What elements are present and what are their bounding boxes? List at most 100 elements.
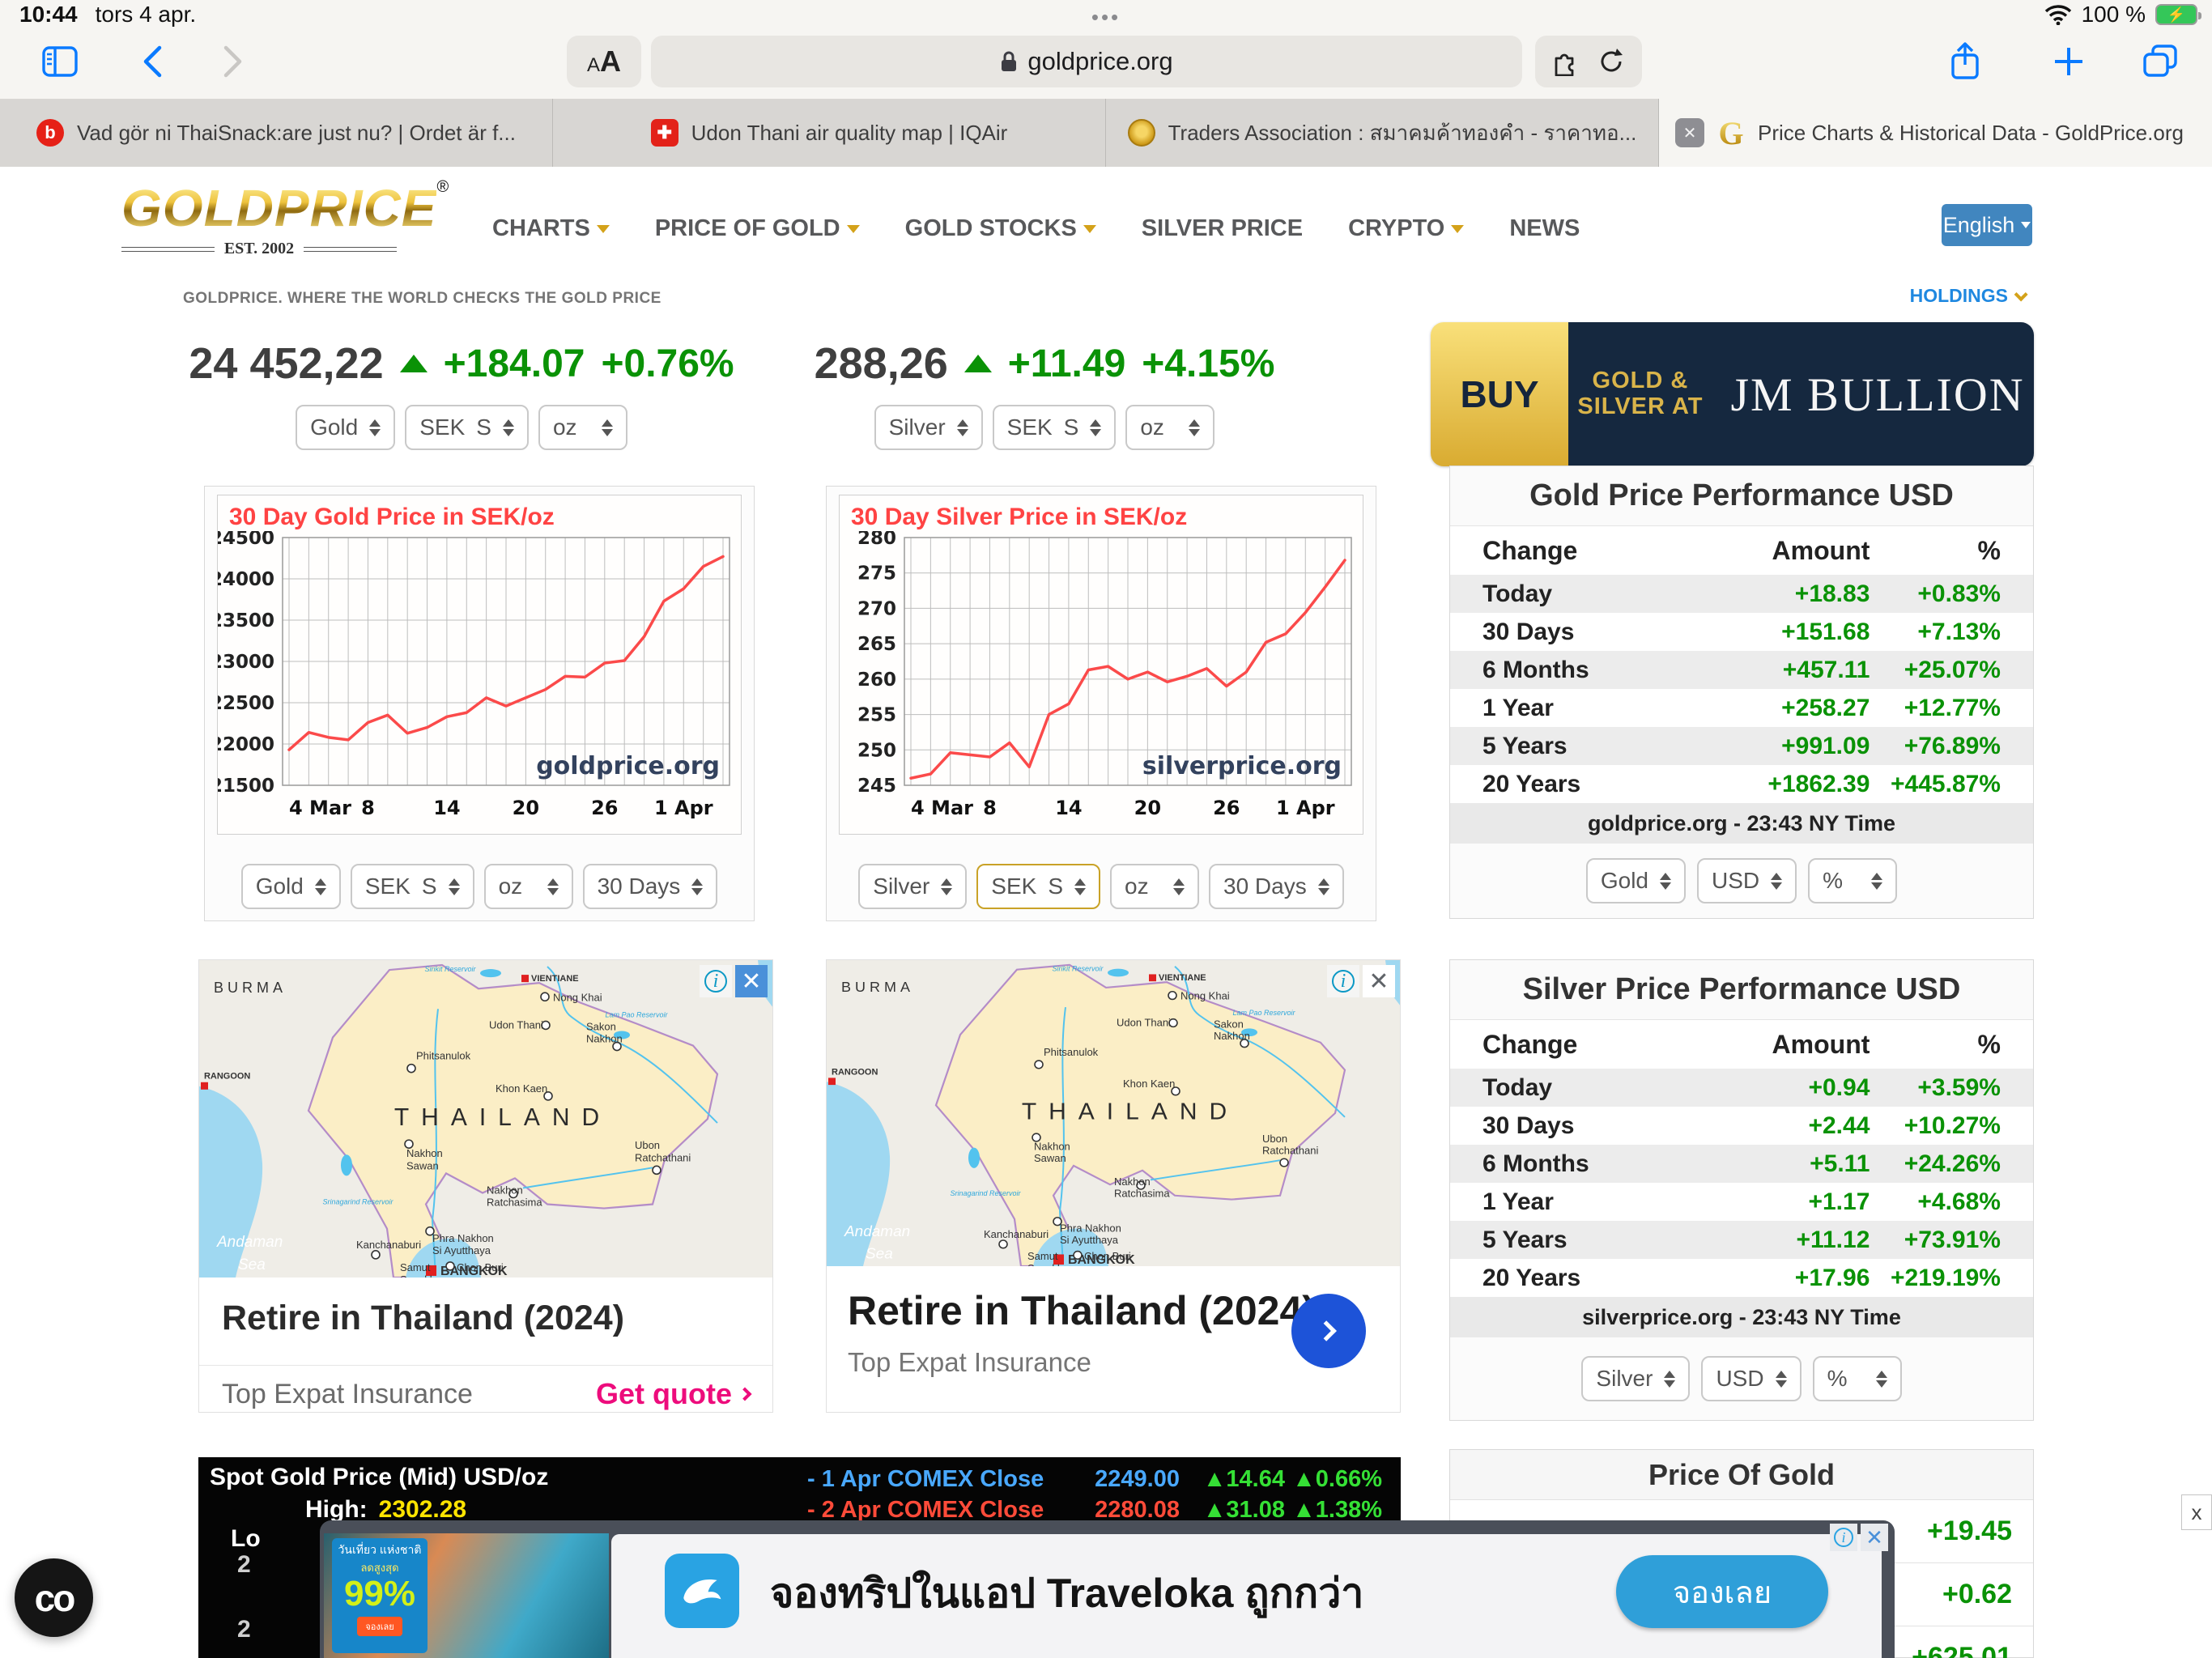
row-value: +445.87% — [1891, 770, 2001, 797]
site-logo[interactable]: GOLDPRICE® EST. 2002 — [121, 178, 449, 258]
select-oz[interactable]: oz — [1125, 405, 1215, 450]
jm-bullion-banner[interactable]: BUY GOLD & SILVER AT JM BULLION — [1431, 322, 2034, 466]
holdings-link[interactable]: HOLDINGS — [1910, 285, 2028, 307]
select-sek[interactable]: SEK S — [976, 864, 1100, 909]
row-label: 30 Days — [1482, 1112, 1575, 1139]
sidebar-icon[interactable] — [37, 36, 83, 87]
performance-footer: silverprice.org - 23:43 NY Time — [1450, 1297, 2033, 1337]
logo-text: GOLDPRICE — [121, 179, 437, 237]
svg-text:Ratchathani: Ratchathani — [1262, 1145, 1318, 1157]
nav-item-silver-price[interactable]: SILVER PRICE — [1142, 215, 1303, 242]
select-usd[interactable]: USD — [1697, 858, 1797, 903]
thailand-ad-1[interactable]: BURMA THAILAND Andaman Sea Sirikit Reservoir… — [198, 959, 773, 1413]
select-30-days[interactable]: 30 Days — [582, 864, 718, 909]
jm-buy-label: BUY — [1431, 322, 1568, 466]
select-arrows-icon — [1090, 419, 1102, 436]
back-button[interactable] — [136, 36, 168, 87]
svg-text:Nakhon: Nakhon — [1214, 1030, 1250, 1042]
nav-item-charts[interactable]: CHARTS — [492, 215, 610, 242]
tab-overview-icon[interactable] — [2138, 36, 2183, 87]
extension-puzzle-icon[interactable] — [1551, 47, 1580, 76]
browser-tab-1[interactable]: ✚ Udon Thani air quality map | IQAir — [553, 99, 1106, 167]
select-sek[interactable]: SEK S — [350, 864, 474, 909]
gold-coin-icon — [1127, 119, 1155, 147]
svg-text:Ubon: Ubon — [635, 1139, 660, 1151]
select-arrows-icon — [1875, 1370, 1887, 1388]
row-label: 30 Days — [1482, 618, 1575, 645]
ad-arrow-button[interactable] — [1291, 1294, 1366, 1368]
select-oz[interactable]: oz — [538, 405, 627, 450]
svg-text:Ratchathani: Ratchathani — [635, 1151, 691, 1163]
reader-aa-button[interactable]: AA — [567, 36, 641, 87]
battery-icon: ⚡ — [2155, 4, 2201, 25]
thailand-ad-2[interactable]: BURMA THAILAND Andaman Sea Sirikit Reservoir… — [826, 959, 1401, 1413]
nav-item-news[interactable]: NEWS — [1509, 215, 1580, 242]
browser-tab-2[interactable]: Traders Association : สมาคมค้าทองคำ - รา… — [1106, 99, 1659, 167]
svg-text:24500: 24500 — [218, 531, 274, 549]
browser-tab-0[interactable]: b Vad gör ni ThaiSnack:are just nu? | Ord… — [0, 99, 553, 167]
select-%[interactable]: % — [1808, 858, 1898, 903]
silver-performance-table: Silver Price Performance USD Change Amount… — [1449, 959, 2034, 1421]
reload-icon[interactable] — [1597, 47, 1626, 76]
performance-row: 6 Months +5.11 +24.26% — [1450, 1145, 2033, 1183]
performance-header-row: Change Amount% — [1450, 526, 2033, 575]
select-silver[interactable]: Silver — [874, 405, 983, 450]
ad-info-icon[interactable]: i — [700, 965, 732, 997]
select-usd[interactable]: USD — [1701, 1356, 1802, 1401]
select-gold[interactable]: Gold — [240, 864, 341, 909]
nav-item-crypto[interactable]: CRYPTO — [1348, 215, 1465, 242]
ad-close-icon[interactable]: ✕ — [1861, 1524, 1888, 1551]
select-silver[interactable]: Silver — [858, 864, 968, 909]
row-value: +625.01 — [1912, 1642, 2012, 1658]
address-bar[interactable]: goldprice.org — [651, 36, 1522, 87]
language-button[interactable]: English — [1942, 204, 2032, 246]
battery-percent: 100 % — [2081, 2, 2146, 27]
traveloka-cta-button[interactable]: จองเลย — [1616, 1555, 1828, 1628]
floating-app-button[interactable]: co — [15, 1558, 93, 1637]
tab-close-icon[interactable]: ✕ — [1675, 118, 1704, 147]
browser-tab-3[interactable]: ✕ G Price Charts & Historical Data - GoldP… — [1659, 99, 2212, 167]
gold-chart-card: 30 Day Gold Price in SEK/oz 21500 22000 22… — [204, 486, 755, 921]
select-oz[interactable]: oz — [483, 864, 573, 909]
svg-text:Chon Buri: Chon Buri — [1084, 1250, 1131, 1262]
ad-title[interactable]: Retire in Thailand (2024) — [848, 1288, 1316, 1333]
select-gold[interactable]: Gold — [296, 405, 396, 450]
select-sek[interactable]: SEK S — [405, 405, 529, 450]
forward-button[interactable] — [217, 36, 249, 87]
select-suffix: S — [476, 414, 491, 440]
select-sek[interactable]: SEK S — [992, 405, 1117, 450]
nav-item-price-of-gold[interactable]: PRICE OF GOLD — [655, 215, 860, 242]
ad-title[interactable]: Retire in Thailand (2024) — [222, 1299, 625, 1337]
jm-brand: JM BULLION — [1730, 368, 2025, 421]
nav-label: PRICE OF GOLD — [654, 215, 840, 241]
row-label: 6 Months — [1482, 1150, 1589, 1177]
ad-info-icon[interactable]: i — [1830, 1524, 1857, 1551]
select-%[interactable]: % — [1812, 1356, 1902, 1401]
ad-info-icon[interactable]: i — [1327, 965, 1359, 997]
ad-close-icon[interactable]: ✕ — [735, 965, 768, 997]
row-value: +19.45 — [1927, 1516, 2012, 1546]
sticky-ad-close-button[interactable]: x — [2181, 1494, 2212, 1530]
share-icon[interactable] — [1945, 36, 1985, 87]
nav-label: GOLD STOCKS — [904, 215, 1077, 241]
select-oz[interactable]: oz — [1110, 864, 1199, 909]
new-tab-plus-icon[interactable] — [2048, 36, 2089, 87]
row-value: +2.44 — [1808, 1112, 1870, 1139]
ticker-change-pct: ▲0.66% — [1292, 1465, 1382, 1492]
ticker-value: 2280.08 — [1095, 1496, 1180, 1523]
ticker-low-partial: Lo — [231, 1525, 261, 1552]
ad-close-icon[interactable]: ✕ — [1363, 965, 1395, 997]
select-30-days[interactable]: 30 Days — [1209, 864, 1344, 909]
svg-text:Ratchasima: Ratchasima — [487, 1197, 542, 1209]
caret-down-icon — [1083, 224, 1096, 233]
svg-text:BURMA: BURMA — [214, 980, 287, 996]
multitask-dots-icon[interactable]: ••• — [1091, 5, 1121, 29]
tab-bar: b Vad gör ni ThaiSnack:are just nu? | Ord… — [0, 99, 2212, 167]
get-quote-button[interactable]: Get quote — [596, 1377, 752, 1411]
svg-text:Phra Nakhon: Phra Nakhon — [432, 1232, 494, 1244]
nav-item-gold-stocks[interactable]: GOLD STOCKS — [905, 215, 1096, 242]
select-gold[interactable]: Gold — [1585, 858, 1687, 903]
select-silver[interactable]: Silver — [1581, 1356, 1691, 1401]
traveloka-ad[interactable]: วันเที่ยว แห่งชาติ ลดสูงสุด 99% จองเลย จ… — [320, 1520, 1895, 1658]
